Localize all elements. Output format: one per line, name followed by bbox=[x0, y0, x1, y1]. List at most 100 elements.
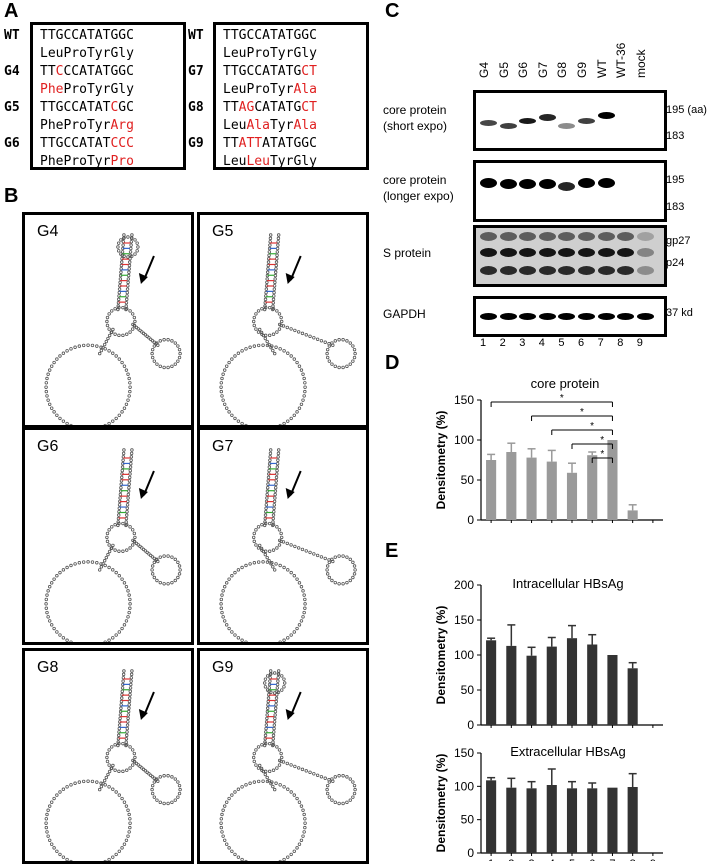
sequence-box-left bbox=[30, 22, 186, 170]
blot-band bbox=[636, 313, 654, 320]
y-tick-label: 100 bbox=[454, 648, 474, 662]
blot-band bbox=[597, 178, 615, 189]
bar bbox=[526, 457, 537, 520]
seq-right-amino-acid-row: LeuProTyrAla bbox=[223, 82, 317, 97]
blot-band bbox=[597, 231, 615, 241]
bar bbox=[546, 646, 557, 725]
bar bbox=[506, 452, 517, 520]
blot-band bbox=[480, 231, 497, 241]
bar bbox=[506, 645, 517, 725]
chart-title: Intracellular HBsAg bbox=[512, 576, 623, 591]
blot-band bbox=[480, 177, 497, 188]
seq-left-amino-acid-row: LeuProTyrGly bbox=[40, 46, 134, 61]
blot-band bbox=[558, 247, 576, 257]
x-tick-label: 1 bbox=[488, 858, 494, 861]
blot-band bbox=[519, 266, 537, 275]
lane-number-1: 1 bbox=[480, 337, 487, 349]
blot-band bbox=[636, 231, 654, 241]
blot-row-label-4: GAPDH bbox=[383, 306, 426, 321]
rna-structure-g7: G7 bbox=[197, 427, 369, 645]
rna-diagram bbox=[219, 669, 357, 861]
blot-band bbox=[617, 266, 635, 275]
y-tick-label: 50 bbox=[461, 683, 475, 697]
panel-label-c: C bbox=[385, 0, 400, 22]
blot-row-1 bbox=[473, 90, 667, 151]
bar bbox=[627, 668, 638, 725]
bar bbox=[587, 644, 598, 725]
rna-panel-label: G5 bbox=[212, 223, 234, 240]
lane-number-9: 9 bbox=[636, 337, 643, 349]
blot-band bbox=[538, 231, 556, 241]
blot-band bbox=[519, 117, 537, 124]
seq-right-codon-row: TTAGCATATGCT bbox=[223, 100, 317, 115]
bar bbox=[566, 472, 578, 520]
y-axis-label: Densitometry (%) bbox=[434, 411, 448, 510]
seq-left-label-wt: WT bbox=[4, 28, 20, 43]
bar bbox=[546, 461, 557, 520]
y-tick-label: 200 bbox=[454, 578, 474, 592]
x-tick-label: 7 bbox=[609, 858, 615, 861]
blot-band bbox=[538, 114, 556, 122]
seq-left-amino-acid-row: PheProTyrPro bbox=[40, 154, 134, 169]
blot-band bbox=[617, 231, 635, 241]
rna-structure-g6: G6 bbox=[22, 427, 194, 645]
rna-panel-label: G4 bbox=[37, 223, 59, 240]
lane-number-5: 5 bbox=[558, 337, 565, 349]
bar bbox=[607, 787, 618, 853]
lane-number-7: 7 bbox=[597, 337, 604, 349]
chart-1: 0 50 100 150 Densitometry (%) core protein * * *… bbox=[434, 376, 663, 527]
chart-title: Extracellular HBsAg bbox=[510, 744, 626, 759]
significance-star: * bbox=[560, 393, 564, 404]
blot-band bbox=[480, 313, 497, 320]
blot-band bbox=[519, 179, 537, 190]
rna-panel-label: G7 bbox=[212, 438, 234, 455]
significance-star: * bbox=[580, 407, 584, 418]
blot-band bbox=[499, 231, 517, 241]
blot-size-marker: 183 bbox=[666, 200, 685, 213]
blot-band bbox=[499, 266, 517, 275]
seq-right-codon-row: TTGCCATATGGC bbox=[223, 28, 317, 43]
y-axis-label: Densitometry (%) bbox=[434, 754, 448, 853]
mutation-arrow bbox=[138, 273, 148, 284]
y-tick-label: 100 bbox=[454, 433, 474, 447]
blot-band bbox=[499, 123, 517, 129]
bar bbox=[587, 455, 598, 520]
rna-diagram bbox=[219, 448, 357, 642]
blot-band bbox=[597, 111, 615, 119]
blot-band bbox=[578, 247, 595, 257]
blot-band bbox=[558, 231, 576, 241]
y-tick-label: 150 bbox=[454, 393, 474, 407]
sequence-box-right bbox=[213, 22, 369, 170]
rna-diagram bbox=[44, 669, 182, 861]
chart-3: 0 50 100 150 Densitometry (%) Extracellular H… bbox=[434, 744, 663, 861]
rna-diagram bbox=[219, 233, 357, 425]
seq-right-codon-row: TTGCCATATGCT bbox=[223, 64, 317, 79]
x-tick-label: 9 bbox=[650, 858, 656, 861]
blot-band bbox=[538, 247, 556, 257]
rna-structure-g4: G4 bbox=[22, 212, 194, 428]
blot-band bbox=[578, 266, 595, 275]
blot-band bbox=[519, 313, 537, 320]
bar bbox=[526, 655, 537, 725]
blot-size-marker: 37 kd bbox=[666, 306, 693, 319]
y-tick-label: 50 bbox=[461, 813, 475, 827]
lane-number-2: 2 bbox=[499, 337, 506, 349]
rna-panel-label: G9 bbox=[212, 659, 234, 676]
blot-band bbox=[538, 266, 556, 275]
bar bbox=[566, 788, 578, 853]
x-tick-label: 5 bbox=[569, 858, 575, 861]
blot-band bbox=[578, 313, 595, 320]
blot-band bbox=[597, 266, 615, 275]
x-tick-label: 8 bbox=[630, 858, 636, 861]
seq-left-codon-row: TTCCCATATGGC bbox=[40, 64, 134, 79]
blot-size-marker: p24 bbox=[666, 257, 685, 270]
blot-band bbox=[480, 266, 497, 275]
sequence-layer: WT TTGCCATATGGC LeuProTyrGly G4 TTCCCATATGGC… bbox=[0, 0, 715, 200]
blot-band bbox=[597, 247, 615, 257]
significance-star: * bbox=[590, 421, 594, 432]
blot-row-4 bbox=[473, 296, 667, 337]
blot-band bbox=[617, 313, 635, 320]
bar bbox=[627, 510, 638, 520]
blot-band bbox=[578, 178, 595, 189]
